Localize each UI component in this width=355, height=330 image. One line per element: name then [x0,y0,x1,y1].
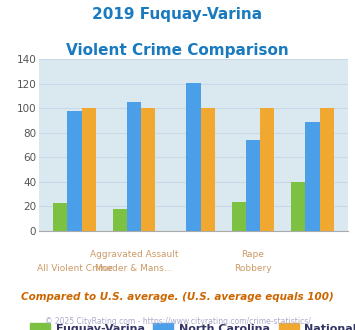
Text: Rape: Rape [241,250,264,259]
Bar [231,202,246,231]
Text: Robbery: Robbery [234,264,272,273]
Bar [291,182,305,231]
Text: Murder & Mans...: Murder & Mans... [95,264,173,273]
Bar [320,109,334,231]
Bar [113,209,127,231]
Bar [67,111,82,231]
Legend: Fuquay-Varina, North Carolina, National: Fuquay-Varina, North Carolina, National [26,319,355,330]
Text: Compared to U.S. average. (U.S. average equals 100): Compared to U.S. average. (U.S. average … [21,292,334,302]
Bar [82,109,96,231]
Bar [305,122,320,231]
Text: Aggravated Assault: Aggravated Assault [90,250,178,259]
Bar [53,203,67,231]
Bar [201,109,215,231]
Bar [127,102,141,231]
Text: All Violent Crime: All Violent Crime [37,264,113,273]
Bar [186,83,201,231]
Text: 2019 Fuquay-Varina: 2019 Fuquay-Varina [92,7,263,21]
Bar [260,109,274,231]
Text: Violent Crime Comparison: Violent Crime Comparison [66,43,289,58]
Text: © 2025 CityRating.com - https://www.cityrating.com/crime-statistics/: © 2025 CityRating.com - https://www.city… [45,317,310,326]
Bar [246,140,260,231]
Bar [141,109,155,231]
